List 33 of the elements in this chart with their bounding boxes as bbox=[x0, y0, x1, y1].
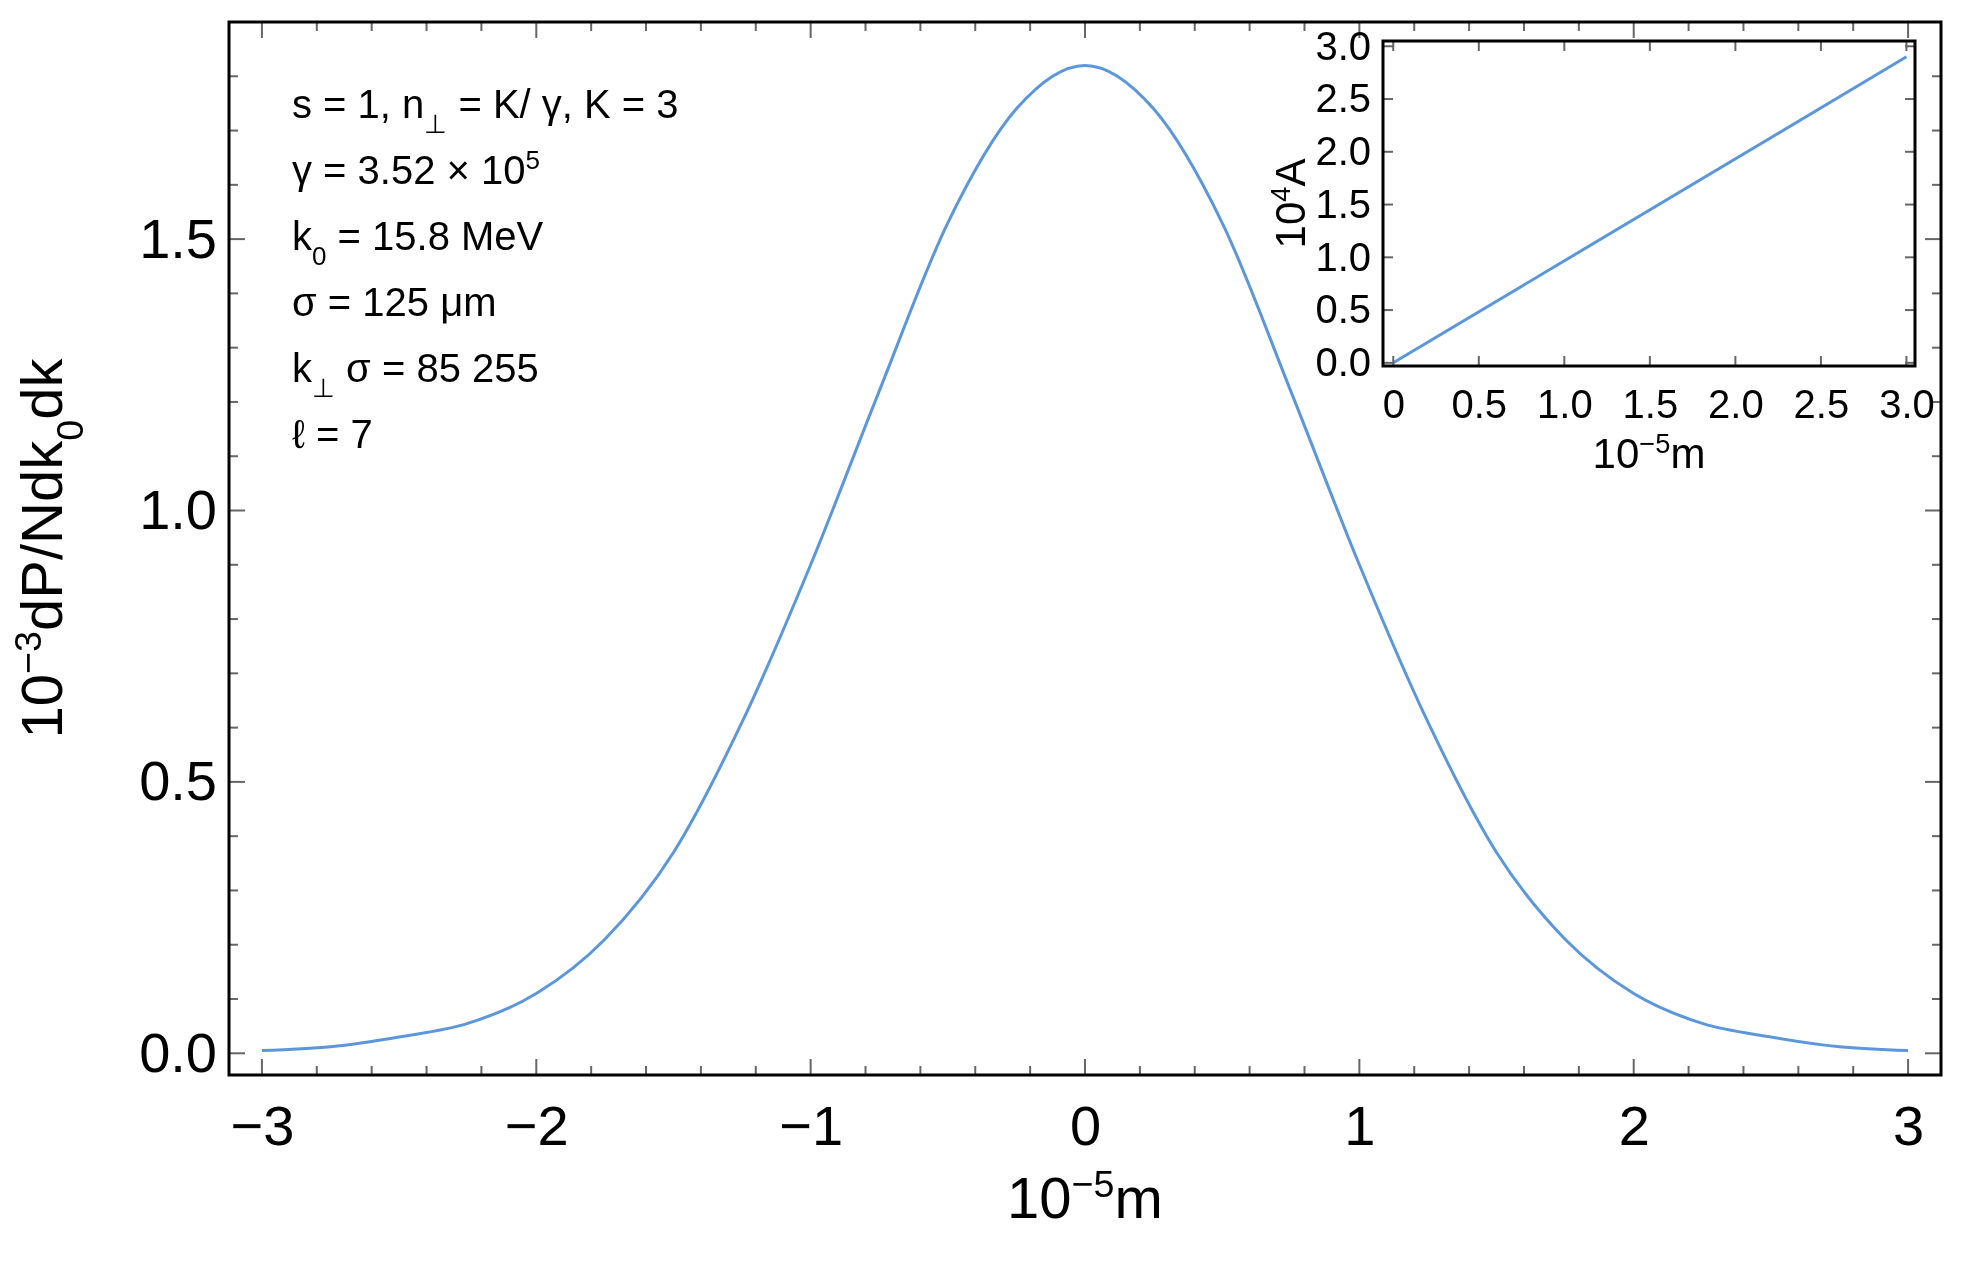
annotation: k$_{0}$ = 15.8 MeV bbox=[292, 214, 544, 271]
x-tick-label: 2.5 bbox=[1793, 382, 1850, 427]
x-tick-label: 1 bbox=[1344, 1093, 1376, 1157]
y-tick-label: 2.0 bbox=[1315, 129, 1371, 174]
x-tick-label: 3.0 bbox=[1879, 382, 1935, 427]
y-tick-label: 1.0 bbox=[139, 477, 217, 541]
x-tick-label: 2 bbox=[1618, 1093, 1650, 1157]
annotation: σ = 125 μm bbox=[292, 280, 497, 324]
y-tick-label: 3.0 bbox=[1315, 23, 1371, 68]
y-tick-label: 1.5 bbox=[1315, 181, 1371, 226]
x-axis-title: 10$^{−5}$m bbox=[1592, 427, 1706, 477]
x-tick-label: −1 bbox=[779, 1093, 844, 1157]
y-tick-label: 0.5 bbox=[1315, 287, 1371, 332]
y-tick-label: 2.5 bbox=[1315, 76, 1371, 121]
y-tick-label: 0.5 bbox=[139, 749, 217, 813]
x-tick-label: 1.5 bbox=[1622, 382, 1679, 427]
y-tick-label: 1.5 bbox=[139, 206, 217, 270]
x-tick-label: −3 bbox=[230, 1093, 295, 1157]
annotation: ℓ = 7 bbox=[292, 412, 373, 456]
annotation: k$_{⊥}$ σ = 85 255 bbox=[292, 346, 539, 403]
x-tick-label: 2.0 bbox=[1708, 382, 1764, 427]
x-tick-label: 1.0 bbox=[1537, 382, 1593, 427]
x-tick-label: 0 bbox=[1069, 1093, 1102, 1157]
x-tick-label: −2 bbox=[504, 1093, 569, 1157]
x-tick-label: 0 bbox=[1382, 382, 1405, 427]
y-tick-label: 0.0 bbox=[1315, 340, 1371, 385]
x-axis-title: 10$^{−5}$m bbox=[1007, 1162, 1163, 1230]
annotation: s = 1, n$_{⊥}$ = K/ γ, K = 3 bbox=[292, 82, 679, 139]
annotation: γ = 3.52 × 10$^{5}$ bbox=[292, 145, 540, 192]
y-tick-label: 0.0 bbox=[139, 1020, 217, 1084]
y-tick-label: 1.0 bbox=[1315, 234, 1371, 279]
x-tick-label: 0.5 bbox=[1451, 382, 1508, 427]
x-tick-label: 3 bbox=[1893, 1093, 1925, 1157]
